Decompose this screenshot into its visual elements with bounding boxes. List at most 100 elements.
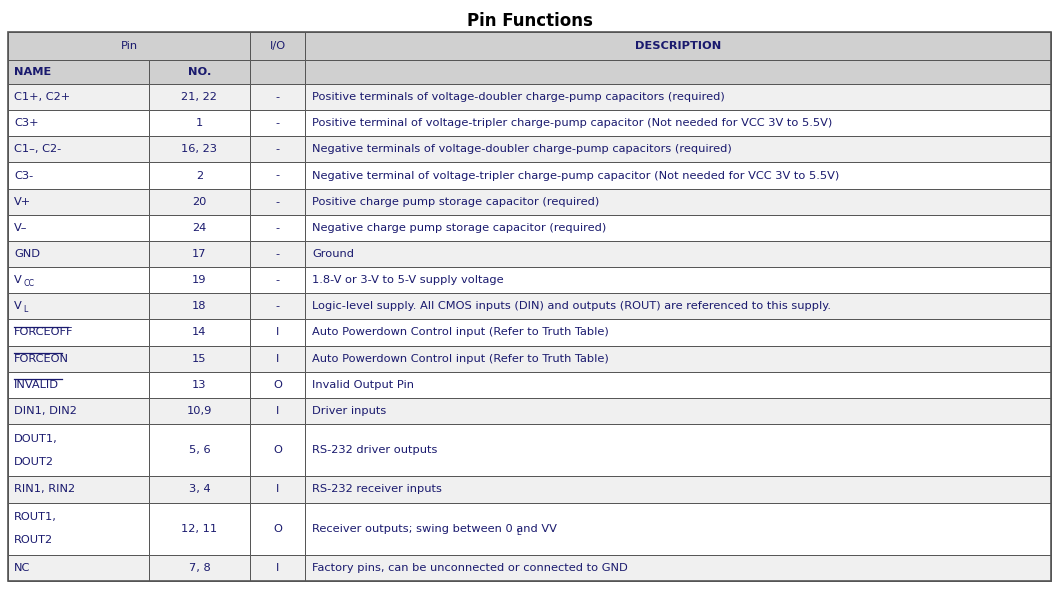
Text: Logic-level supply. All CMOS inputs (DIN) and outputs (ROUT) are referenced to t: Logic-level supply. All CMOS inputs (DIN…	[312, 301, 831, 311]
Bar	[250, 293, 305, 319]
Text: Receiver outputs; swing between 0 and VV: Receiver outputs; swing between 0 and VV	[312, 524, 557, 534]
Bar	[8, 502, 149, 555]
Bar	[250, 215, 305, 241]
Bar	[8, 346, 149, 372]
Bar	[250, 163, 305, 189]
Bar	[8, 476, 149, 502]
Bar	[250, 189, 305, 215]
Bar	[8, 84, 149, 110]
Bar	[250, 110, 305, 137]
Bar	[305, 398, 1051, 424]
Text: CC: CC	[23, 279, 34, 288]
Text: Positive charge pump storage capacitor (required): Positive charge pump storage capacitor (…	[312, 197, 599, 207]
Text: RIN1, RIN2: RIN1, RIN2	[14, 485, 75, 495]
Bar	[149, 267, 250, 293]
Text: 17: 17	[192, 249, 207, 259]
Bar	[149, 293, 250, 319]
Bar	[305, 84, 1051, 110]
Text: -: -	[275, 301, 280, 311]
Text: 19: 19	[192, 275, 207, 285]
Text: ROUT2: ROUT2	[14, 535, 53, 545]
Bar	[149, 215, 250, 241]
Bar	[8, 293, 149, 319]
Bar	[149, 476, 250, 502]
Bar	[8, 32, 250, 60]
Text: 16, 23: 16, 23	[181, 144, 217, 154]
Bar	[250, 60, 305, 84]
Bar	[305, 267, 1051, 293]
Bar	[149, 424, 250, 476]
Text: O: O	[273, 524, 282, 534]
Bar	[250, 84, 305, 110]
Bar	[149, 84, 250, 110]
Text: -: -	[275, 92, 280, 102]
Bar	[305, 424, 1051, 476]
Text: 3, 4: 3, 4	[189, 485, 210, 495]
Bar	[250, 372, 305, 398]
Bar	[8, 163, 149, 189]
Text: 24: 24	[193, 223, 207, 233]
Bar	[8, 424, 149, 476]
Text: V: V	[14, 301, 22, 311]
Bar	[8, 267, 149, 293]
Bar	[250, 267, 305, 293]
Text: 15: 15	[192, 353, 207, 363]
Text: DESCRIPTION: DESCRIPTION	[635, 41, 721, 51]
Bar	[149, 372, 250, 398]
Bar	[305, 319, 1051, 346]
Text: V+: V+	[14, 197, 31, 207]
Bar	[8, 189, 149, 215]
Text: C3+: C3+	[14, 118, 38, 128]
Bar	[8, 110, 149, 137]
Text: 14: 14	[192, 327, 207, 337]
Bar	[8, 137, 149, 163]
Text: ROUT1,: ROUT1,	[14, 512, 57, 522]
Text: C1+, C2+: C1+, C2+	[14, 92, 70, 102]
Text: 1.8-V or 3-V to 5-V supply voltage: 1.8-V or 3-V to 5-V supply voltage	[312, 275, 504, 285]
Text: Ground: Ground	[312, 249, 355, 259]
Bar	[250, 241, 305, 267]
Text: I/O: I/O	[270, 41, 286, 51]
Text: DIN1, DIN2: DIN1, DIN2	[14, 406, 77, 416]
Text: RS-232 receiver inputs: RS-232 receiver inputs	[312, 485, 442, 495]
Text: Negative charge pump storage capacitor (required): Negative charge pump storage capacitor (…	[312, 223, 607, 233]
Text: I: I	[276, 353, 280, 363]
Text: Positive terminal of voltage-tripler charge-pump capacitor (Not needed for VCC 3: Positive terminal of voltage-tripler cha…	[312, 118, 832, 128]
Text: NAME: NAME	[14, 67, 51, 77]
Text: 10,9: 10,9	[186, 406, 212, 416]
Bar	[149, 346, 250, 372]
Text: -: -	[275, 197, 280, 207]
Bar	[305, 60, 1051, 84]
Text: I: I	[276, 485, 280, 495]
Text: O: O	[273, 445, 282, 455]
Bar	[305, 32, 1051, 60]
Text: GND: GND	[14, 249, 40, 259]
Text: Factory pins, can be unconnected or connected to GND: Factory pins, can be unconnected or conn…	[312, 563, 628, 573]
Text: -: -	[275, 249, 280, 259]
Text: Driver inputs: Driver inputs	[312, 406, 387, 416]
Text: Positive terminals of voltage-doubler charge-pump capacitors (required): Positive terminals of voltage-doubler ch…	[312, 92, 725, 102]
Bar	[8, 398, 149, 424]
Text: I: I	[276, 406, 280, 416]
Bar	[8, 60, 149, 84]
Bar	[305, 110, 1051, 137]
Bar	[250, 32, 305, 60]
Text: Pin: Pin	[121, 41, 138, 51]
Text: Negative terminals of voltage-doubler charge-pump capacitors (required): Negative terminals of voltage-doubler ch…	[312, 144, 732, 154]
Text: 1: 1	[196, 118, 203, 128]
Text: I: I	[276, 327, 280, 337]
Bar	[305, 372, 1051, 398]
Bar	[8, 555, 149, 581]
Bar	[250, 424, 305, 476]
Bar	[8, 215, 149, 241]
Text: 7, 8: 7, 8	[189, 563, 211, 573]
Text: FORCEON: FORCEON	[14, 353, 69, 363]
Bar	[149, 319, 250, 346]
Text: DOUT2: DOUT2	[14, 457, 54, 467]
Text: Invalid Output Pin: Invalid Output Pin	[312, 380, 414, 390]
Bar	[250, 476, 305, 502]
Bar	[149, 163, 250, 189]
Bar	[149, 241, 250, 267]
Bar	[149, 189, 250, 215]
Text: INVALID: INVALID	[14, 380, 59, 390]
